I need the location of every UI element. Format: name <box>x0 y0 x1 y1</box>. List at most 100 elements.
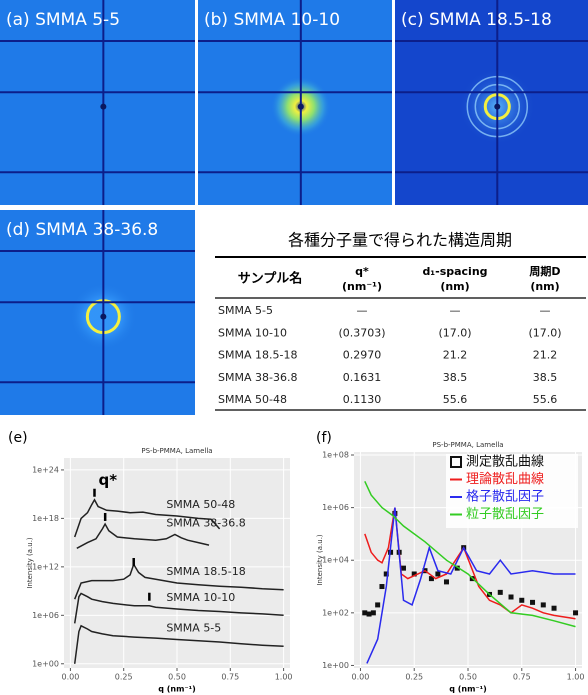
x-tick-label: 0.00 <box>352 673 370 682</box>
table-cell: — <box>540 304 551 317</box>
series-label: SMMA 5-5 <box>166 622 221 635</box>
table-cell: 21.2 <box>443 349 468 362</box>
table-cell: 38.5 <box>443 371 468 384</box>
y-tick-label: 1e+08 <box>322 450 349 459</box>
series-label: SMMA 10-10 <box>166 591 235 604</box>
data-point <box>519 597 525 603</box>
panel-label: (d) SMMA 38-36.8 <box>6 220 158 240</box>
table-header: (nm) <box>530 280 559 293</box>
y-axis-title: Intensity (a.u.) <box>316 534 324 586</box>
data-point <box>497 589 503 595</box>
beam-stop <box>100 103 107 110</box>
y-tick-label: 1e+06 <box>322 503 349 512</box>
saxs-image: (a) SMMA 5-5 <box>0 0 195 205</box>
series-line <box>73 592 284 624</box>
series-line <box>73 624 284 664</box>
y-tick-label: 1e+00 <box>322 661 349 670</box>
beam-stop <box>100 313 107 320</box>
annotation: q* <box>98 471 117 489</box>
x-tick-label: 0.25 <box>115 673 133 682</box>
data-point <box>428 576 434 582</box>
x-tick-label: 0.00 <box>61 673 79 682</box>
series-line <box>364 480 576 628</box>
data-point <box>400 565 406 571</box>
legend-label: 理論散乱曲線 <box>466 471 544 487</box>
data-point <box>573 610 579 616</box>
x-tick-label: 0.75 <box>513 673 531 682</box>
beam-stop <box>297 103 304 110</box>
y-tick-label: 1e+18 <box>32 514 59 523</box>
panel-label: (b) SMMA 10-10 <box>204 10 340 30</box>
beam-stop <box>494 103 501 110</box>
x-tick-label: 0.50 <box>168 673 186 682</box>
x-tick-label: 0.50 <box>459 673 477 682</box>
series-line <box>74 562 284 600</box>
table-cell: 55.6 <box>533 393 558 406</box>
data-point <box>551 605 557 611</box>
table-cell: 0.2970 <box>343 349 382 362</box>
x-tick-label: 0.25 <box>405 673 423 682</box>
y-tick-label: 1e+24 <box>32 465 59 474</box>
legend-symbol <box>450 456 462 468</box>
legend-label: 格子散乱因子 <box>466 489 544 505</box>
table-cell: (17.0) <box>528 326 561 339</box>
data-point <box>443 579 449 585</box>
saxs-image: (d) SMMA 38-36.8 <box>0 210 195 415</box>
x-axis-title: q (nm⁻¹) <box>158 685 196 694</box>
series-label: SMMA 50-48 <box>166 498 235 511</box>
panel-label: (e) <box>8 430 28 446</box>
series-line <box>76 522 210 549</box>
data-point <box>362 610 368 616</box>
data-point <box>411 571 417 577</box>
table-cell: — <box>450 304 461 317</box>
table-cell: SMMA 50-48 <box>218 393 287 406</box>
data-point <box>370 610 376 616</box>
x-tick-label: 1.00 <box>275 673 293 682</box>
table-cell: — <box>357 304 368 317</box>
saxs-image: (b) SMMA 10-10 <box>198 0 392 205</box>
image-background <box>0 0 195 205</box>
table-cell: SMMA 38-36.8 <box>218 371 297 384</box>
series-line <box>73 498 221 538</box>
series-line <box>366 507 576 664</box>
x-axis-title: q (nm⁻¹) <box>449 685 487 694</box>
legend-label: 粒子散乱因子 <box>466 507 544 522</box>
data-point <box>366 611 372 617</box>
data-point <box>435 571 441 577</box>
data-point <box>375 602 381 608</box>
table-title: 各種分子量で得られた構造周期 <box>288 231 512 250</box>
table-header: サンプル名 <box>238 271 303 287</box>
data-point <box>508 594 514 600</box>
x-tick-label: 1.00 <box>567 673 585 682</box>
series-label: SMMA 18.5-18 <box>166 565 245 578</box>
table-cell: 0.1130 <box>343 393 382 406</box>
table-header: (nm⁻¹) <box>342 280 382 293</box>
chart-title: PS-b-PMMA, Lamella <box>432 441 503 449</box>
data-point <box>379 584 385 590</box>
panel-label: (c) SMMA 18.5-18 <box>401 10 552 30</box>
y-tick-label: 1e+12 <box>32 562 59 571</box>
chart-title: PS-b-PMMA, Lamella <box>141 447 212 455</box>
panel-label: (f) <box>316 430 332 446</box>
y-tick-label: 1e+04 <box>322 556 349 565</box>
series-line <box>364 507 576 620</box>
data-point <box>540 602 546 608</box>
table-cell: 55.6 <box>443 393 468 406</box>
table-cell: SMMA 18.5-18 <box>218 349 297 362</box>
table-header: 周期D <box>529 264 560 278</box>
table-header: q* <box>355 265 369 278</box>
saxs-image: (c) SMMA 18.5-18 <box>395 0 588 205</box>
x-tick-label: 0.75 <box>221 673 239 682</box>
series-label: SMMA 38-36.8 <box>166 517 245 530</box>
table-header: (nm) <box>440 280 469 293</box>
y-axis-title: Intensity (a.u.) <box>26 537 34 589</box>
y-tick-label: 1e+06 <box>32 611 59 620</box>
y-tick-label: 1e+00 <box>32 659 59 668</box>
data-point <box>530 599 536 605</box>
table-cell: 0.1631 <box>343 371 382 384</box>
table-cell: (0.3703) <box>338 326 385 339</box>
table-cell: 38.5 <box>533 371 558 384</box>
data-point <box>383 571 389 577</box>
table-cell: SMMA 10-10 <box>218 326 287 339</box>
